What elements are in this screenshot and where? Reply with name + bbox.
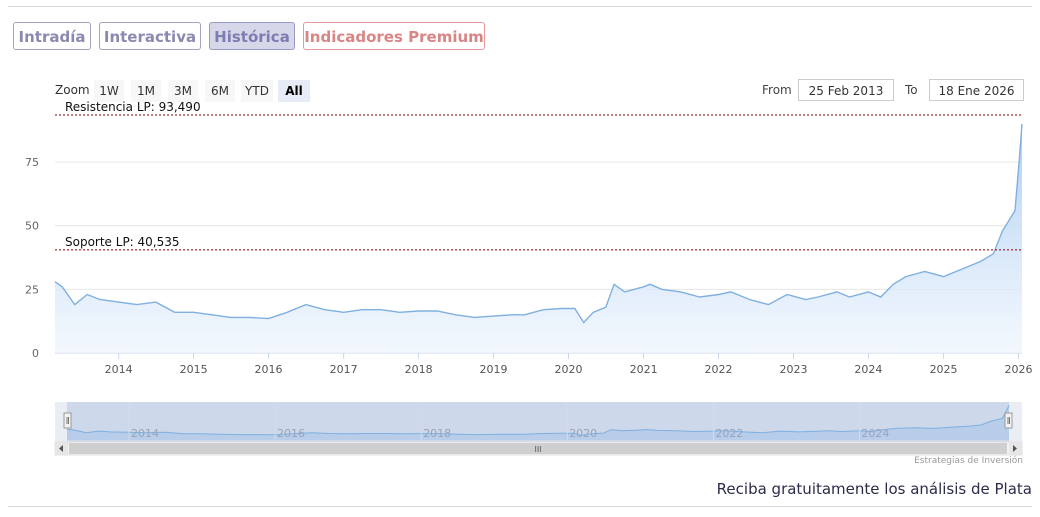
x-tick-label: 2016 [255,363,283,376]
tab-historica[interactable]: Histórica [209,22,295,50]
zoom-all-button[interactable]: All [278,80,310,102]
navigator-year-label: 2018 [423,427,451,440]
x-tick-label: 2014 [105,363,133,376]
range-to-label: To [905,83,918,97]
series-line [54,123,1023,324]
x-tick-label: 2026 [1005,363,1033,376]
scrollbar-grip: III [534,445,541,454]
series-area [55,123,1022,354]
scrollbar-thumb[interactable] [69,443,1007,454]
x-axis: 2014 2015 2016 2017 2018 2019 2020 2021 2022 2023… [55,352,1033,376]
x-tick-label: 2023 [779,363,807,376]
y-tick-label: 25 [25,283,39,296]
level-annotations: Resistencia LP: 93,490 Soporte LP: 40,535 [55,100,1022,251]
navigator-area [67,405,1009,440]
bottom-divider [8,506,1032,507]
navigator-chart: 2014 2016 2018 2020 2022 2024 [66,402,1010,442]
x-tick-label: 2025 [930,363,958,376]
range-from-label: From [762,83,792,97]
x-tick-label: 2022 [705,363,733,376]
y-tick-label: 0 [32,347,39,360]
x-tick-label: 2018 [405,363,433,376]
chart-credit: Estrategias de Inversión [914,456,1023,466]
navigator-year-label: 2020 [569,427,597,440]
scroll-left-arrow-icon [59,445,63,452]
zoom-ytd-button[interactable]: YTD [241,80,273,102]
navigator-year-label: 2016 [277,427,305,440]
navigator-line [66,405,1010,436]
x-tick-label: 2019 [480,363,508,376]
navigator-year-label: 2022 [715,427,743,440]
y-axis: 0 25 50 75 [25,156,39,360]
y-tick-label: 75 [25,156,39,169]
zoom-label: Zoom [55,83,90,97]
range-from-input[interactable]: 25 Feb 2013 [798,79,894,101]
y-tick-label: 50 [25,220,39,233]
tab-interactiva[interactable]: Interactiva [99,22,201,50]
level-label: Soporte LP: 40,535 [65,235,180,249]
x-tick-label: 2015 [180,363,208,376]
navigator-year-label: 2014 [131,427,159,440]
range-to-input[interactable]: 18 Ene 2026 [929,79,1024,101]
x-tick-label: 2024 [854,363,882,376]
navigator-year-label: 2024 [861,427,889,440]
zoom-3m-button[interactable]: 3M [168,80,198,102]
price-chart: 0 25 50 75 2014 2015 2016 2017 2018 2019 2020 2021… [25,100,1033,456]
zoom-1m-button[interactable]: 1M [131,80,161,102]
scroll-right-arrow-icon [1013,445,1017,452]
x-tick-label: 2021 [630,363,658,376]
x-tick-label: 2020 [554,363,582,376]
level-label: Resistencia LP: 93,490 [65,100,201,114]
promo-text[interactable]: Reciba gratuitamente los análisis de Pla… [716,480,1032,498]
top-divider [8,6,1032,7]
zoom-6m-button[interactable]: 6M [205,80,235,102]
zoom-1w-button[interactable]: 1W [94,80,124,102]
x-tick-label: 2017 [330,363,358,376]
tab-indicadores-premium[interactable]: Indicadores Premium [303,22,485,50]
tab-intradia[interactable]: Intradía [13,22,91,50]
